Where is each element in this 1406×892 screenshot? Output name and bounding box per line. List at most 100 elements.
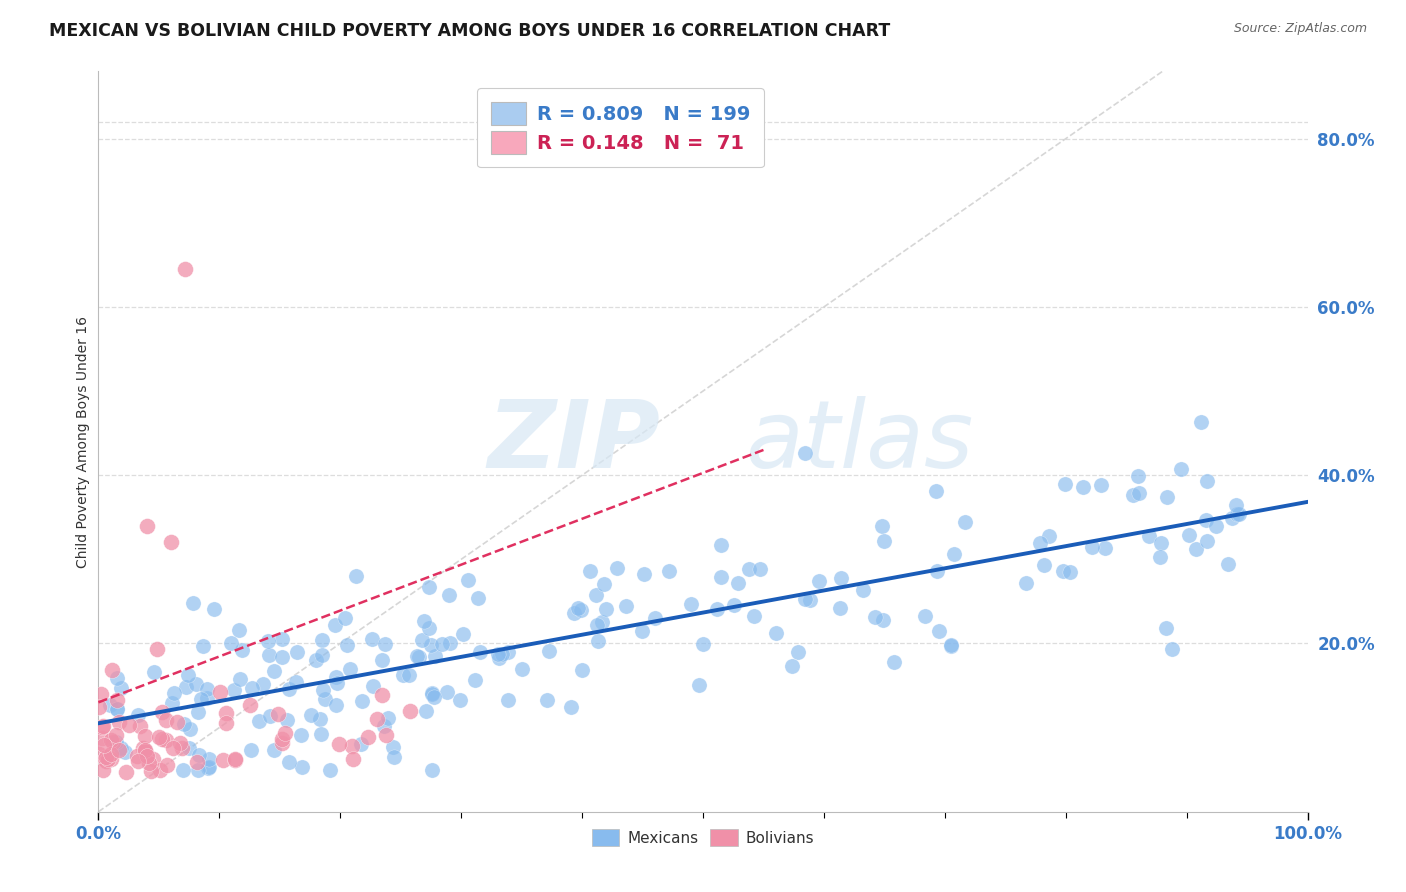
Point	[311, 727, 333, 741]
Point	[114, 764, 136, 779]
Point	[325, 698, 347, 712]
Point	[132, 744, 155, 758]
Point	[259, 648, 281, 662]
Point	[1226, 508, 1249, 522]
Point	[420, 685, 443, 699]
Point	[486, 647, 509, 661]
Point	[1094, 541, 1116, 556]
Point	[467, 591, 489, 606]
Point	[710, 538, 733, 552]
Point	[422, 690, 444, 704]
Point	[1053, 477, 1076, 491]
Point	[415, 705, 437, 719]
Point	[1071, 480, 1094, 494]
Point	[90, 687, 112, 701]
Point	[943, 547, 966, 561]
Point	[1205, 519, 1227, 533]
Point	[1149, 549, 1171, 564]
Point	[488, 651, 510, 665]
Point	[285, 645, 308, 659]
Point	[1225, 498, 1247, 512]
Point	[166, 714, 188, 729]
Point	[150, 731, 173, 746]
Point	[710, 570, 733, 584]
Point	[129, 719, 152, 733]
Point	[560, 699, 582, 714]
Point	[179, 722, 201, 736]
Point	[679, 597, 702, 611]
Point	[274, 726, 297, 740]
Point	[108, 743, 131, 757]
Point	[222, 683, 245, 698]
Point	[155, 713, 177, 727]
Point	[1195, 513, 1218, 527]
Point	[198, 760, 221, 774]
Point	[742, 608, 765, 623]
Point	[373, 718, 395, 732]
Point	[134, 743, 156, 757]
Point	[1227, 507, 1250, 521]
Point	[252, 677, 274, 691]
Point	[352, 694, 374, 708]
Point	[1059, 566, 1081, 580]
Point	[101, 735, 124, 749]
Point	[105, 735, 128, 749]
Point	[411, 633, 433, 648]
Point	[1052, 564, 1074, 578]
Point	[914, 608, 936, 623]
Point	[105, 702, 128, 716]
Point	[139, 764, 162, 778]
Point	[412, 615, 434, 629]
Point	[377, 711, 399, 725]
Point	[374, 637, 396, 651]
Point	[633, 567, 655, 582]
Point	[100, 664, 122, 678]
Point	[315, 691, 337, 706]
Point	[135, 518, 157, 533]
Point	[117, 718, 139, 732]
Point	[152, 706, 174, 720]
Point	[212, 753, 235, 767]
Point	[392, 667, 415, 681]
Text: MEXICAN VS BOLIVIAN CHILD POVERTY AMONG BOYS UNDER 16 CORRELATION CHART: MEXICAN VS BOLIVIAN CHILD POVERTY AMONG …	[49, 22, 890, 40]
Point	[883, 655, 905, 669]
Point	[276, 713, 298, 727]
Point	[510, 662, 533, 676]
Point	[267, 707, 290, 722]
Point	[644, 611, 666, 625]
Point	[692, 637, 714, 651]
Point	[174, 262, 197, 277]
Point	[187, 763, 209, 777]
Point	[1128, 485, 1150, 500]
Point	[209, 684, 232, 698]
Point	[591, 615, 613, 630]
Point	[270, 650, 292, 665]
Point	[782, 659, 804, 673]
Point	[107, 714, 129, 729]
Point	[439, 636, 461, 650]
Point	[333, 611, 356, 625]
Point	[571, 663, 593, 677]
Point	[366, 713, 388, 727]
Point	[537, 644, 560, 658]
Point	[148, 730, 170, 744]
Point	[569, 603, 592, 617]
Point	[142, 752, 165, 766]
Point	[356, 730, 378, 744]
Point	[149, 763, 172, 777]
Point	[114, 745, 136, 759]
Point	[87, 747, 110, 762]
Point	[361, 632, 384, 646]
Point	[872, 533, 894, 548]
Point	[706, 602, 728, 616]
Point	[336, 638, 359, 652]
Point	[91, 731, 114, 745]
Point	[177, 667, 200, 681]
Point	[382, 740, 405, 755]
Point	[197, 690, 219, 705]
Point	[156, 758, 179, 772]
Point	[371, 653, 394, 667]
Point	[738, 562, 761, 576]
Point	[312, 682, 335, 697]
Point	[925, 484, 948, 499]
